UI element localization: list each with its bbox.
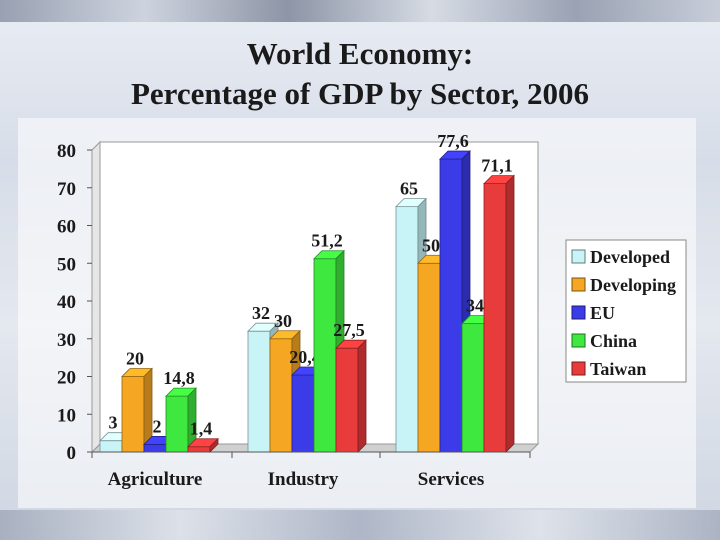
data-label: 20,4: [289, 347, 321, 367]
bar-side-face: [505, 174, 515, 453]
decorative-bottom-band: [0, 510, 720, 540]
legend-box: [565, 239, 687, 383]
bar-china-agriculture: [165, 395, 189, 453]
bar-eu-services: [439, 158, 463, 453]
legend-swatch-china: [571, 333, 586, 348]
y-tick-label: 40: [57, 292, 76, 313]
data-label: 14,8: [163, 368, 195, 388]
bar-taiwan-services: [483, 183, 507, 453]
legend-label-developed: Developed: [590, 247, 670, 267]
decorative-top-band: [0, 0, 720, 22]
y-tick-label: 30: [57, 330, 76, 351]
bar-taiwan-industry: [335, 347, 359, 453]
bar-developed-services: [395, 206, 419, 453]
y-tick-label: 60: [57, 217, 76, 238]
data-label: 65: [400, 179, 418, 199]
bar-developing-services: [417, 262, 441, 453]
data-label: 27,5: [333, 320, 365, 340]
legend-label-developing: Developing: [590, 275, 676, 295]
y-tick-label: 80: [57, 141, 76, 162]
legend-swatch-developing: [571, 277, 586, 292]
bar-china-industry: [313, 258, 337, 453]
category-label-industry: Industry: [268, 469, 339, 490]
title-line-2: Percentage of GDP by Sector, 2006: [130, 76, 590, 111]
plot-side-wall: [91, 140, 101, 454]
bar-developing-agriculture: [121, 376, 145, 453]
bar-eu-agriculture: [143, 444, 167, 453]
data-label: 2: [153, 416, 162, 436]
bar-taiwan-agriculture: [187, 446, 211, 453]
bar-developed-industry: [247, 330, 271, 453]
y-tick-label: 50: [57, 254, 76, 275]
bar-developed-agriculture: [99, 440, 123, 453]
y-tick-label: 10: [57, 405, 76, 426]
data-label: 20: [126, 349, 144, 369]
data-label: 71,1: [481, 156, 513, 176]
legend-swatch-eu: [571, 305, 586, 320]
bar-china-services: [461, 323, 485, 453]
legend-swatch-developed: [571, 249, 586, 264]
bar-side-face: [209, 437, 219, 453]
data-label: 34: [466, 296, 484, 316]
title-line-1: World Economy:: [246, 36, 474, 71]
data-label: 50: [422, 235, 440, 255]
legend-label-eu: EU: [590, 303, 615, 323]
data-label: 77,6: [437, 131, 469, 151]
data-label: 32: [252, 303, 270, 323]
data-label: 30: [274, 311, 292, 331]
data-label: 1,4: [190, 419, 213, 439]
y-tick-label: 20: [57, 368, 76, 389]
page-title: World Economy: Percentage of GDP by Sect…: [0, 34, 720, 114]
legend-swatch-taiwan: [571, 361, 586, 376]
y-tick-label: 70: [57, 179, 76, 200]
bar-side-face: [357, 339, 367, 453]
data-label: 3: [109, 413, 118, 433]
category-label-agriculture: Agriculture: [108, 469, 203, 490]
category-label-services: Services: [418, 469, 484, 490]
y-tick-label: 0: [67, 443, 77, 464]
data-label: 51,2: [311, 231, 343, 251]
bar-eu-industry: [291, 374, 315, 453]
legend-label-china: China: [590, 331, 637, 351]
legend-label-taiwan: Taiwan: [590, 359, 646, 379]
